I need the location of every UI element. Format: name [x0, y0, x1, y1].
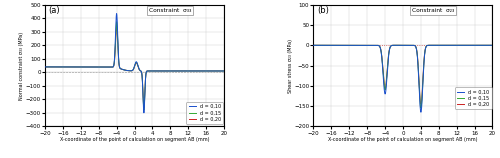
d = 0,15 — [440, 44, 446, 46]
d = 0,20 — [490, 44, 496, 46]
X-axis label: X-coordinate of the point of calculation on segment AB (mm): X-coordinate of the point of calculation… — [60, 137, 209, 142]
d = 0,15 — [475, 44, 481, 46]
d = 0,15 — [387, 46, 393, 48]
d = 0,15 — [42, 66, 48, 68]
Legend: d = 0,10, d = 0,15, d = 0,20: d = 0,10, d = 0,15, d = 0,20 — [454, 87, 492, 109]
d = 0,10 — [440, 44, 446, 46]
Line: d = 0,15: d = 0,15 — [314, 45, 492, 108]
d = 0,10 — [206, 70, 212, 72]
d = 0,20 — [117, 68, 123, 70]
X-axis label: X-coordinate of the point of calculation on segment AB (mm): X-coordinate of the point of calculation… — [328, 137, 478, 142]
d = 0,15 — [221, 70, 227, 72]
d = 0,10 — [386, 54, 392, 56]
d = 0,20 — [440, 44, 446, 46]
d = 0,15 — [386, 53, 392, 55]
d = 0,20 — [386, 53, 392, 55]
d = 0,10 — [475, 44, 481, 46]
d = 0,20 — [172, 70, 178, 72]
d = 0,20 — [475, 44, 481, 46]
Y-axis label: Shear stress σ₂₃ (MPa): Shear stress σ₂₃ (MPa) — [288, 39, 293, 93]
d = 0,20 — [127, 70, 133, 72]
d = 0,20 — [118, 68, 124, 70]
d = 0,10 — [114, 13, 119, 15]
d = 0,15 — [114, 21, 119, 23]
Line: d = 0,20: d = 0,20 — [314, 45, 492, 104]
d = 0,10 — [221, 70, 227, 72]
d = 0,10 — [396, 44, 402, 46]
d = 0,10 — [216, 70, 222, 72]
d = 0,15 — [117, 67, 123, 69]
d = 0,10 — [172, 70, 178, 72]
d = 0,20 — [221, 70, 227, 72]
d = 0,15 — [206, 70, 212, 72]
Y-axis label: Normal constraint σ₃₃ (MPa): Normal constraint σ₃₃ (MPa) — [20, 31, 24, 100]
d = 0,10 — [141, 112, 147, 114]
d = 0,10 — [117, 67, 123, 69]
d = 0,20 — [216, 70, 222, 72]
d = 0,15 — [127, 70, 133, 72]
d = 0,10 — [387, 46, 393, 48]
d = 0,15 — [172, 70, 178, 72]
d = 0,20 — [206, 70, 212, 72]
d = 0,20 — [310, 44, 316, 46]
d = 0,15 — [490, 44, 496, 46]
d = 0,10 — [42, 66, 48, 68]
d = 0,20 — [387, 46, 393, 48]
d = 0,20 — [484, 44, 490, 46]
Line: d = 0,15: d = 0,15 — [45, 22, 224, 110]
d = 0,20 — [396, 44, 402, 46]
d = 0,10 — [418, 111, 424, 113]
Line: d = 0,10: d = 0,10 — [45, 14, 224, 113]
d = 0,15 — [310, 44, 316, 46]
d = 0,20 — [141, 107, 147, 109]
d = 0,20 — [418, 103, 424, 105]
d = 0,10 — [118, 68, 124, 70]
d = 0,15 — [141, 109, 147, 111]
d = 0,20 — [42, 66, 48, 68]
d = 0,10 — [484, 44, 490, 46]
Text: Constraint  σ₃₃: Constraint σ₃₃ — [149, 8, 192, 13]
Text: Constraint  σ₂₃: Constraint σ₂₃ — [412, 8, 455, 13]
Line: d = 0,20: d = 0,20 — [45, 26, 224, 108]
d = 0,10 — [490, 44, 496, 46]
d = 0,15 — [418, 107, 424, 109]
Text: (a): (a) — [48, 6, 60, 15]
d = 0,10 — [310, 44, 316, 46]
Line: d = 0,10: d = 0,10 — [314, 45, 492, 112]
d = 0,10 — [127, 70, 133, 72]
d = 0,15 — [118, 68, 124, 70]
d = 0,15 — [216, 70, 222, 72]
d = 0,15 — [484, 44, 490, 46]
d = 0,15 — [396, 44, 402, 46]
Legend: d = 0,10, d = 0,15, d = 0,20: d = 0,10, d = 0,15, d = 0,20 — [186, 102, 224, 124]
d = 0,20 — [114, 25, 119, 27]
Text: (b): (b) — [317, 6, 329, 15]
